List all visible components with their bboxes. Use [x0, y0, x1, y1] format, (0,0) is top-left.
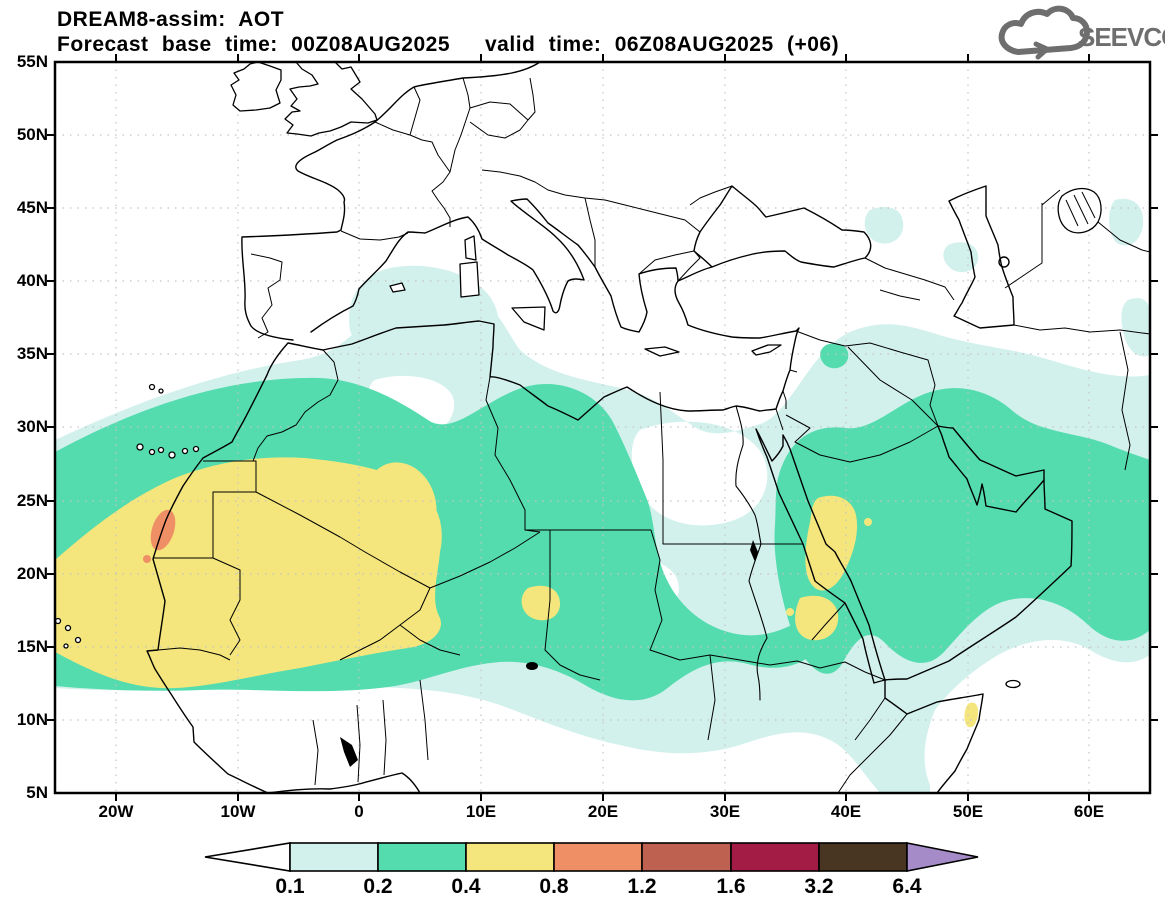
colorbar-box-4: [641, 842, 732, 872]
lat-label-25n: 25N: [16, 491, 48, 510]
aral-sea: [1057, 187, 1102, 234]
lat-label-30n: 30N: [16, 417, 48, 436]
colorbar-box-0: [289, 842, 379, 872]
colorbar-box-6: [818, 842, 908, 872]
lat-label-15n: 15N: [16, 637, 48, 656]
colorbar-box-1: [377, 842, 467, 872]
lat-label-50n: 50N: [16, 125, 48, 144]
island-sardinia: [459, 261, 480, 298]
cb-label-1.2: 1.2: [627, 875, 657, 898]
lon-label-50e: 50E: [952, 802, 984, 821]
colorbar-right-arrow: [906, 842, 979, 872]
cb-label-3.2: 3.2: [804, 875, 834, 898]
island-corsica: [464, 235, 477, 261]
cb-label-0.1: 0.1: [275, 875, 305, 898]
aot-fill-yellow: [55, 457, 979, 728]
canary-islands: [136, 443, 200, 459]
lakes: [340, 540, 758, 767]
cb-label-1.6: 1.6: [716, 875, 746, 898]
country-borders: [153, 77, 1150, 793]
lon-label-40e: 40E: [830, 802, 862, 821]
lat-label-20n: 20N: [16, 564, 48, 583]
colorbar-box-3: [553, 842, 643, 872]
island-crete: [644, 346, 680, 357]
island-socotra: [1005, 679, 1021, 689]
colorbar-box-5: [730, 842, 820, 872]
lat-label-55n: 55N: [16, 52, 48, 71]
lake-volta: [340, 737, 358, 767]
forecast-base-time: Forecast base time: 00Z08AUG2025: [57, 33, 451, 56]
madeira-islands: [148, 383, 164, 394]
lon-label-60e: 60E: [1073, 802, 1105, 821]
lon-label-0: 0: [354, 802, 364, 821]
page-title: DREAM8-assim: AOT: [57, 8, 285, 31]
colorbar-left-arrow: [204, 842, 291, 872]
axis-ticks: [47, 54, 1158, 801]
cb-label-0.4: 0.4: [451, 875, 481, 898]
cb-label-0.8: 0.8: [539, 875, 569, 898]
island-ireland: [230, 62, 282, 112]
lat-label-35n: 35N: [16, 344, 48, 363]
island-britain: [284, 62, 378, 137]
lon-label-10w: 10W: [220, 802, 256, 821]
aral-hatch: [1065, 191, 1096, 227]
lat-label-10n: 10N: [16, 710, 48, 729]
map-frame: [47, 54, 1158, 801]
lon-label-30e: 30E: [709, 802, 741, 821]
logo-wordmark: SEEVCCC: [1078, 22, 1165, 52]
cb-label-0.2: 0.2: [363, 875, 393, 898]
lat-label-40n: 40N: [16, 271, 48, 290]
island-sicily: [511, 306, 546, 331]
cape-verde-islands: [55, 617, 82, 649]
lon-label-20e: 20E: [587, 802, 619, 821]
coastlines: [146, 62, 1073, 793]
lake-chad: [526, 662, 538, 670]
lon-label-10e: 10E: [465, 802, 497, 821]
lon-label-20w: 20W: [98, 802, 134, 821]
islands: [55, 62, 1102, 689]
lat-label-5n: 5N: [26, 783, 48, 802]
cb-label-6.4: 6.4: [892, 875, 922, 898]
lat-label-45n: 45N: [16, 198, 48, 217]
island-cyprus: [751, 344, 782, 356]
valid-time: valid time: 06Z08AUG2025 (+06): [485, 33, 840, 56]
island-mallorca: [389, 282, 406, 293]
lake-nasser: [750, 540, 758, 562]
colorbar: [204, 842, 979, 872]
colorbar-box-2: [465, 842, 555, 872]
